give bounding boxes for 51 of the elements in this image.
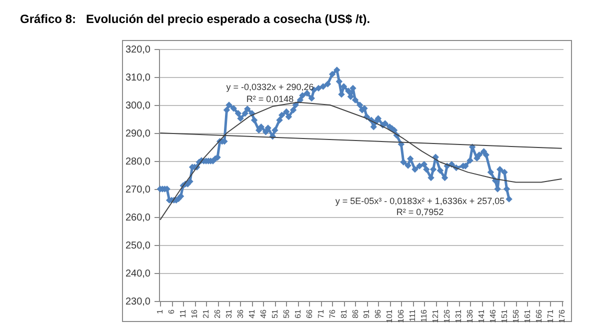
x-tick-label: 171: [546, 308, 555, 323]
x-tick-label: 1: [156, 308, 165, 314]
x-tick-label: 126: [442, 308, 452, 323]
y-tick-label: 230,0: [125, 296, 151, 308]
chart-title: Gráfico 8: Evolución del precio esperado a cosecha (US$ /t).: [20, 12, 370, 26]
x-tick-label: 36: [236, 308, 245, 318]
x-tick-label: 106: [396, 308, 406, 323]
x-tick-label: 131: [454, 308, 464, 323]
x-tick-label: 21: [202, 308, 211, 318]
y-tick-label: 290,0: [125, 128, 151, 140]
x-tick-label: 146: [488, 308, 498, 323]
x-tick-label: 96: [374, 308, 383, 318]
x-tick-label: 31: [224, 308, 234, 318]
x-tick-label: 71: [316, 308, 326, 318]
y-tick-label: 320,0: [125, 44, 151, 56]
x-tick-label: 46: [258, 308, 268, 318]
x-tick-label: 101: [385, 308, 394, 323]
x-tick-label: 116: [420, 308, 429, 322]
annotation: y = -0,0332x + 290,26: [226, 82, 314, 92]
x-tick-label: 176: [557, 308, 566, 323]
y-tick-label: 250,0: [125, 240, 151, 252]
x-tick-label: 16: [190, 308, 200, 318]
x-tick-label: 41: [247, 308, 256, 318]
x-tick-label: 91: [362, 308, 372, 318]
x-tick-label: 136: [466, 308, 475, 323]
y-tick-label: 310,0: [125, 72, 151, 84]
y-tick-label: 260,0: [125, 212, 151, 224]
x-tick-label: 51: [270, 308, 280, 318]
annotation: R² = 0,7952: [396, 207, 444, 217]
x-tick-label: 61: [293, 308, 302, 318]
x-tick-label: 86: [350, 308, 360, 318]
x-tick-label: 141: [477, 308, 486, 323]
y-tick-label: 240,0: [125, 268, 151, 280]
annotation: y = 5E-05x³ - 0,0183x² + 1,6336x + 257,05: [335, 196, 505, 206]
annotation: R² = 0,0148: [246, 94, 294, 104]
x-tick-label: 11: [178, 308, 188, 318]
x-tick-label: 76: [328, 308, 337, 318]
y-tick-label: 270,0: [125, 184, 151, 196]
x-tick-label: 161: [522, 308, 532, 323]
x-tick-label: 6: [167, 308, 176, 314]
x-tick-label: 156: [511, 308, 520, 323]
x-tick-label: 111: [408, 308, 418, 322]
x-tick-label: 56: [282, 308, 291, 318]
x-tick-label: 166: [534, 308, 544, 323]
x-tick-label: 121: [431, 308, 440, 323]
x-tick-label: 81: [339, 308, 348, 318]
x-tick-label: 66: [304, 308, 314, 318]
y-tick-label: 280,0: [125, 156, 151, 168]
y-tick-label: 300,0: [125, 100, 151, 112]
x-tick-label: 26: [213, 308, 222, 318]
x-tick-label: 151: [500, 308, 509, 323]
